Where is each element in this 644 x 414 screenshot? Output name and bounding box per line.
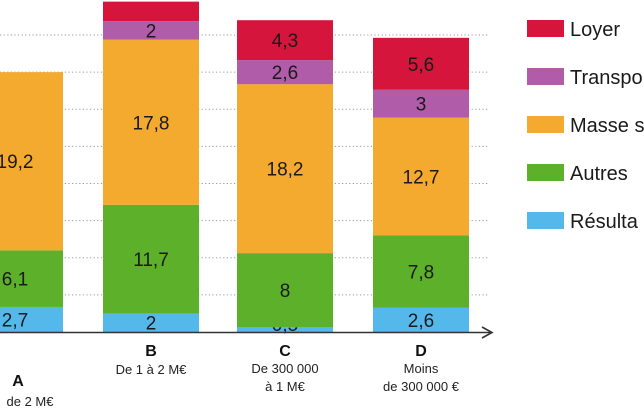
category-subtitle: de 300 000 € bbox=[383, 379, 460, 394]
bar-segment bbox=[103, 39, 199, 205]
legend-swatch bbox=[527, 116, 564, 133]
category-letter: C bbox=[279, 343, 291, 360]
data-label: 7,8 bbox=[408, 263, 434, 284]
bar-stack-c: 0,5818,22,64,3 bbox=[237, 20, 333, 336]
legend-label: Loyer bbox=[570, 19, 620, 41]
data-label: 12,7 bbox=[403, 168, 440, 189]
bar-segment bbox=[0, 250, 63, 307]
category-subtitle: De 1 à 2 M€ bbox=[116, 362, 188, 377]
legend-item: Transpo bbox=[527, 67, 643, 89]
legend-item: Autres bbox=[527, 163, 628, 185]
category-subtitle: De 300 000 bbox=[251, 361, 318, 376]
category-letter: B bbox=[145, 343, 157, 360]
data-label: 19,2 bbox=[0, 152, 33, 173]
bar-segment bbox=[237, 60, 333, 85]
data-label: 6,1 bbox=[2, 270, 28, 291]
bar-segment bbox=[0, 306, 63, 332]
data-label: 4,3 bbox=[272, 31, 298, 52]
bar-segment bbox=[237, 20, 333, 61]
bar-segment bbox=[103, 1, 199, 22]
bar-segment bbox=[373, 117, 469, 236]
bar-stack-d: 2,6 7,8 12,7 3 5,6 bbox=[373, 37, 469, 332]
legend-label: Masse s bbox=[570, 115, 644, 137]
x-axis bbox=[0, 326, 494, 339]
bar-segment bbox=[373, 37, 469, 90]
legend-swatch bbox=[527, 212, 564, 229]
x-axis-arrow bbox=[481, 326, 494, 339]
data-label: 11,7 bbox=[133, 250, 169, 271]
data-label: 2,7 bbox=[2, 310, 28, 331]
data-label: 2,6 bbox=[272, 63, 298, 84]
legend-item: Masse s bbox=[527, 115, 644, 137]
bar-segment bbox=[103, 21, 199, 40]
bar-segment bbox=[0, 72, 63, 251]
legend: Loyer Transpo Masse s Autres Résulta bbox=[527, 19, 644, 233]
bar-segment bbox=[373, 89, 469, 118]
bars: 2,76,119,2211,717,822,10,5818,22,64,32,6… bbox=[0, 0, 469, 336]
category-subtitle: à 1 M€ bbox=[265, 379, 306, 394]
bar-segment bbox=[373, 235, 469, 308]
category-letter: A bbox=[12, 373, 24, 390]
data-label: 8 bbox=[280, 281, 291, 302]
data-label: 18,2 bbox=[267, 160, 304, 181]
data-label: 2,6 bbox=[408, 311, 434, 332]
legend-swatch bbox=[527, 20, 564, 37]
bar-stack-a: 2,7 6,1 19,2 bbox=[0, 72, 63, 332]
bar-segment bbox=[237, 253, 333, 328]
category-letter: D bbox=[415, 343, 427, 360]
data-label: 2 bbox=[146, 314, 157, 335]
category-labels: Ade 2 M€ B De 1 à 2 M€ CDe 300 000 à 1 M€ DMo… bbox=[7, 343, 460, 409]
legend-swatch bbox=[527, 164, 564, 181]
bar-segment bbox=[103, 204, 199, 314]
data-label: 17,8 bbox=[133, 113, 170, 134]
category-subtitle: Moins bbox=[404, 361, 439, 376]
bar-segment bbox=[373, 307, 469, 332]
data-label: 5,6 bbox=[408, 55, 434, 76]
legend-item: Loyer bbox=[527, 19, 620, 41]
legend-label: Transpo bbox=[570, 67, 643, 89]
bar-segment bbox=[237, 84, 333, 254]
data-label: 2 bbox=[146, 21, 157, 42]
bar-segment bbox=[103, 313, 199, 332]
data-label: 3 bbox=[416, 95, 427, 116]
data-label: 2,1 bbox=[138, 0, 164, 1]
legend-label: Résulta bbox=[570, 211, 639, 233]
bar-stack-b: 2 11,7 17,8 2 2,1 bbox=[103, 0, 199, 335]
legend-label: Autres bbox=[570, 163, 628, 185]
legend-swatch bbox=[527, 68, 564, 85]
legend-item: Résulta bbox=[527, 211, 639, 233]
bar-segment bbox=[237, 327, 333, 332]
category-subtitle: de 2 M€ bbox=[7, 394, 55, 409]
